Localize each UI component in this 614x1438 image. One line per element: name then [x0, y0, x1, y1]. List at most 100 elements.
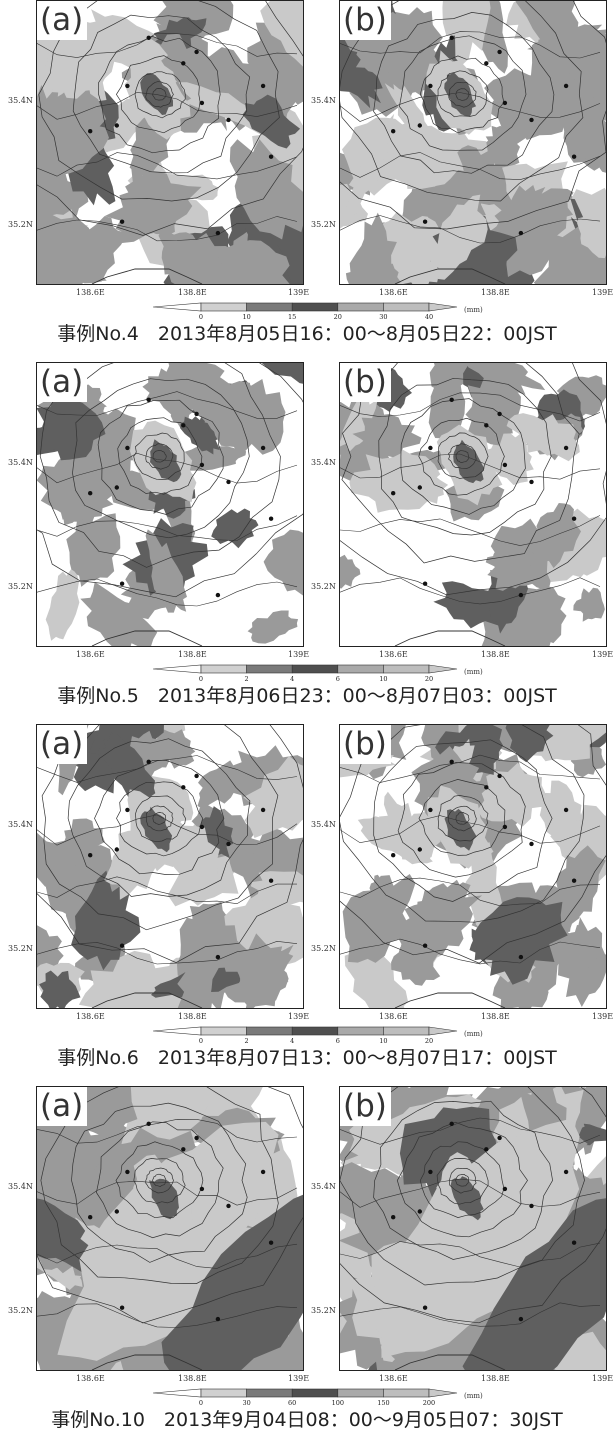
terrain-contour — [37, 363, 303, 598]
station-dot — [422, 943, 428, 948]
colorbar-segment — [200, 664, 247, 674]
terrain-contour — [117, 417, 203, 495]
rain-fill-region — [242, 94, 301, 149]
terrain-contour — [116, 781, 204, 857]
terrain-contour — [37, 152, 298, 180]
rain-core-inner — [148, 1178, 179, 1220]
rain-fill-region — [340, 32, 383, 109]
lat-tick-35.4: 35.4N — [311, 820, 336, 829]
terrain-contour — [340, 1087, 606, 1324]
terrain-contour — [40, 1087, 279, 1284]
lon-tick-138.6: 138.6E — [76, 650, 105, 659]
station-dot — [571, 878, 577, 883]
case-caption: 事例No.10 2013年9月04日08：00〜9月05日07：30JST — [51, 1409, 563, 1431]
lat-tick-35.4: 35.4N — [311, 1182, 336, 1191]
station-dot — [417, 123, 422, 128]
rain-fill-region — [80, 581, 158, 646]
station-dot — [125, 83, 130, 89]
terrain-contour — [340, 877, 601, 907]
terrain-contour — [134, 71, 186, 119]
lon-tick-138.8: 138.8E — [178, 288, 207, 297]
terrain-contour — [340, 1178, 601, 1208]
rain-fill-region — [384, 83, 436, 149]
terrain-contour — [94, 759, 225, 875]
rain-fill-region — [147, 729, 196, 769]
station-dot — [497, 411, 502, 417]
colorbar-tick-label: 0 — [199, 313, 203, 320]
terrain-contour — [340, 363, 606, 596]
terrain-contour — [373, 12, 555, 174]
station-dot — [502, 100, 508, 106]
panel-label-a: (a) — [37, 725, 88, 764]
station-dot — [125, 445, 130, 451]
terrain-contour — [373, 1100, 553, 1260]
rain-fill-region — [212, 379, 286, 456]
lon-tick-139: 139E — [592, 1012, 614, 1021]
rain-fill-region — [125, 159, 181, 235]
lat-tick-35.4: 35.4N — [311, 96, 336, 105]
colorbar-segment — [337, 302, 384, 312]
terrain-contour — [37, 515, 298, 541]
colorbar-tick-label: 30 — [379, 313, 387, 320]
terrain-contour — [146, 805, 174, 832]
station-dot — [449, 1121, 454, 1126]
station-dot — [449, 397, 454, 402]
station-dot — [449, 35, 454, 40]
rain-fill-region — [260, 1, 303, 67]
rain-fill-region — [261, 363, 303, 384]
station-dot — [484, 1147, 489, 1152]
colorbar-tick-label: 2 — [245, 1037, 249, 1044]
precipitation-map — [340, 725, 606, 1008]
rain-fill-region — [51, 464, 116, 520]
station-dot — [199, 1186, 205, 1192]
station-dot — [114, 485, 120, 490]
terrain-contour — [115, 55, 201, 134]
colorbar-segment — [383, 1388, 430, 1398]
station-dot — [391, 129, 396, 134]
terrain-contour — [340, 453, 601, 480]
terrain-contour — [37, 578, 298, 607]
colorbar-tick-label: 2 — [245, 675, 249, 682]
station-dot — [497, 773, 502, 779]
station-dot — [125, 1169, 130, 1175]
rain-core-inner — [140, 73, 173, 115]
rain-fill-region — [471, 897, 568, 985]
rain-band — [161, 1194, 303, 1370]
station-dot — [268, 878, 274, 883]
terrain-contour — [340, 92, 601, 122]
terrain-contour — [448, 805, 477, 832]
rain-fill-region — [562, 925, 604, 969]
terrain-contour — [340, 938, 601, 965]
rain-fill-region — [247, 610, 299, 644]
station-dot — [422, 219, 428, 224]
lon-tick-138.6: 138.6E — [379, 1012, 408, 1021]
colorbar-tick-label: 100 — [332, 1399, 344, 1406]
lat-tick-35.2: 35.2N — [311, 582, 336, 591]
case-caption: 事例No.4 2013年8月05日16：00〜8月05日22：00JST — [57, 323, 557, 345]
lat-tick-35.2: 35.2N — [311, 1306, 336, 1315]
map-panel-a: (a) — [36, 724, 304, 1009]
station-dot — [215, 1316, 221, 1322]
terrain-contour — [340, 515, 601, 546]
precipitation-map — [340, 1087, 606, 1370]
terrain-contour — [71, 1102, 248, 1263]
precipitation-map — [340, 363, 606, 646]
rain-fill-region — [180, 416, 221, 455]
rain-fill-region — [340, 554, 361, 589]
colorbar-tick-label: 4 — [290, 675, 294, 682]
terrain-contour — [437, 795, 489, 842]
terrain-contour — [37, 814, 298, 846]
station-dot — [428, 445, 433, 451]
station-dot — [226, 479, 231, 485]
station-dot — [226, 841, 231, 847]
colorbar-tick-label: 40 — [425, 313, 433, 320]
rain-fill-region — [211, 508, 259, 549]
station-dot — [563, 445, 569, 451]
map-panel-b: (b) — [339, 1086, 607, 1371]
terrain-contour — [419, 1141, 505, 1218]
station-dot — [146, 35, 151, 40]
rain-band — [462, 1198, 606, 1370]
rain-fill-region — [573, 587, 605, 622]
lon-tick-139: 139E — [288, 1012, 310, 1021]
station-dot — [260, 445, 266, 451]
